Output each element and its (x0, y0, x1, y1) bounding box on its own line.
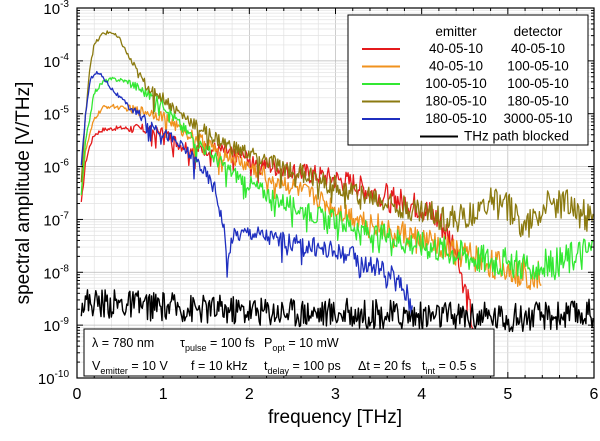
series-line (80, 76, 594, 281)
parameter-box-frame (83, 328, 495, 377)
legend-detector: 180-05-10 (507, 94, 569, 109)
legend-box (347, 14, 589, 146)
legend-detector: 100-05-10 (507, 76, 569, 91)
legend-detector: 40-05-10 (511, 41, 565, 56)
y-tick-label: 10-4 (43, 52, 69, 71)
parameter-text: Δt = 20 fs (358, 359, 411, 373)
parameter-text: Popt = 10 mW (264, 336, 339, 353)
parameter-text: Vemitter = 10 V (92, 359, 168, 376)
series-line (80, 30, 594, 238)
parameter-text: tint = 0.5 s (422, 359, 476, 376)
x-tick-label: 4 (417, 386, 426, 403)
y-tick-label: 10-9 (43, 316, 69, 335)
legend: emitter detector 40-05-10 40-05-10 40-05-10 1… (347, 14, 589, 146)
x-tick-label: 0 (73, 386, 82, 403)
parameter-box: λ = 780 nm τpulse = 100 fs Popt = 10 mW Vem… (83, 328, 495, 377)
x-tick-label: 5 (503, 386, 512, 403)
y-axis-label: spectral amplitude [V/THz] (13, 82, 34, 305)
legend-detector: 3000-05-10 (503, 111, 572, 126)
x-tick-labels: 0 1 2 3 4 5 6 (73, 386, 599, 403)
legend-emitter: 40-05-10 (429, 41, 483, 56)
legend-header-detector: detector (514, 24, 563, 39)
legend-emitter: 180-05-10 (425, 111, 487, 126)
x-tick-label: 1 (159, 386, 168, 403)
y-tick-label: 10-5 (43, 105, 69, 124)
parameter-text: λ = 780 nm (92, 336, 154, 350)
parameter-text: τpulse = 100 fs (180, 336, 255, 353)
y-tick-label: 10-10 (38, 369, 70, 388)
y-tick-label: 10-7 (43, 210, 69, 229)
parameter-text: f = 10 kHz (191, 359, 248, 373)
parameter-text: tdelay = 100 ps (264, 359, 341, 376)
y-tick-label: 10-8 (43, 263, 69, 282)
series-group (80, 30, 594, 333)
y-tick-labels: 10-10 10-9 10-8 10-7 10-6 10-5 10-4 10-3 (38, 0, 70, 388)
legend-emitter: 100-05-10 (425, 76, 487, 91)
y-tick-label: 10-3 (43, 0, 69, 18)
legend-header-emitter: emitter (435, 24, 477, 39)
x-tick-label: 6 (590, 386, 599, 403)
x-tick-label: 2 (245, 386, 254, 403)
y-tick-label: 10-6 (43, 158, 69, 177)
legend-detector: 100-05-10 (507, 59, 569, 74)
legend-emitter: 180-05-10 (425, 94, 487, 109)
legend-emitter: 40-05-10 (429, 59, 483, 74)
series-line (80, 103, 542, 291)
series-line (80, 289, 594, 333)
x-tick-label: 3 (331, 386, 340, 403)
x-axis-label: frequency [THz] (268, 407, 402, 428)
series-line (80, 70, 413, 317)
legend-blocked-label: THz path blocked (464, 129, 569, 144)
